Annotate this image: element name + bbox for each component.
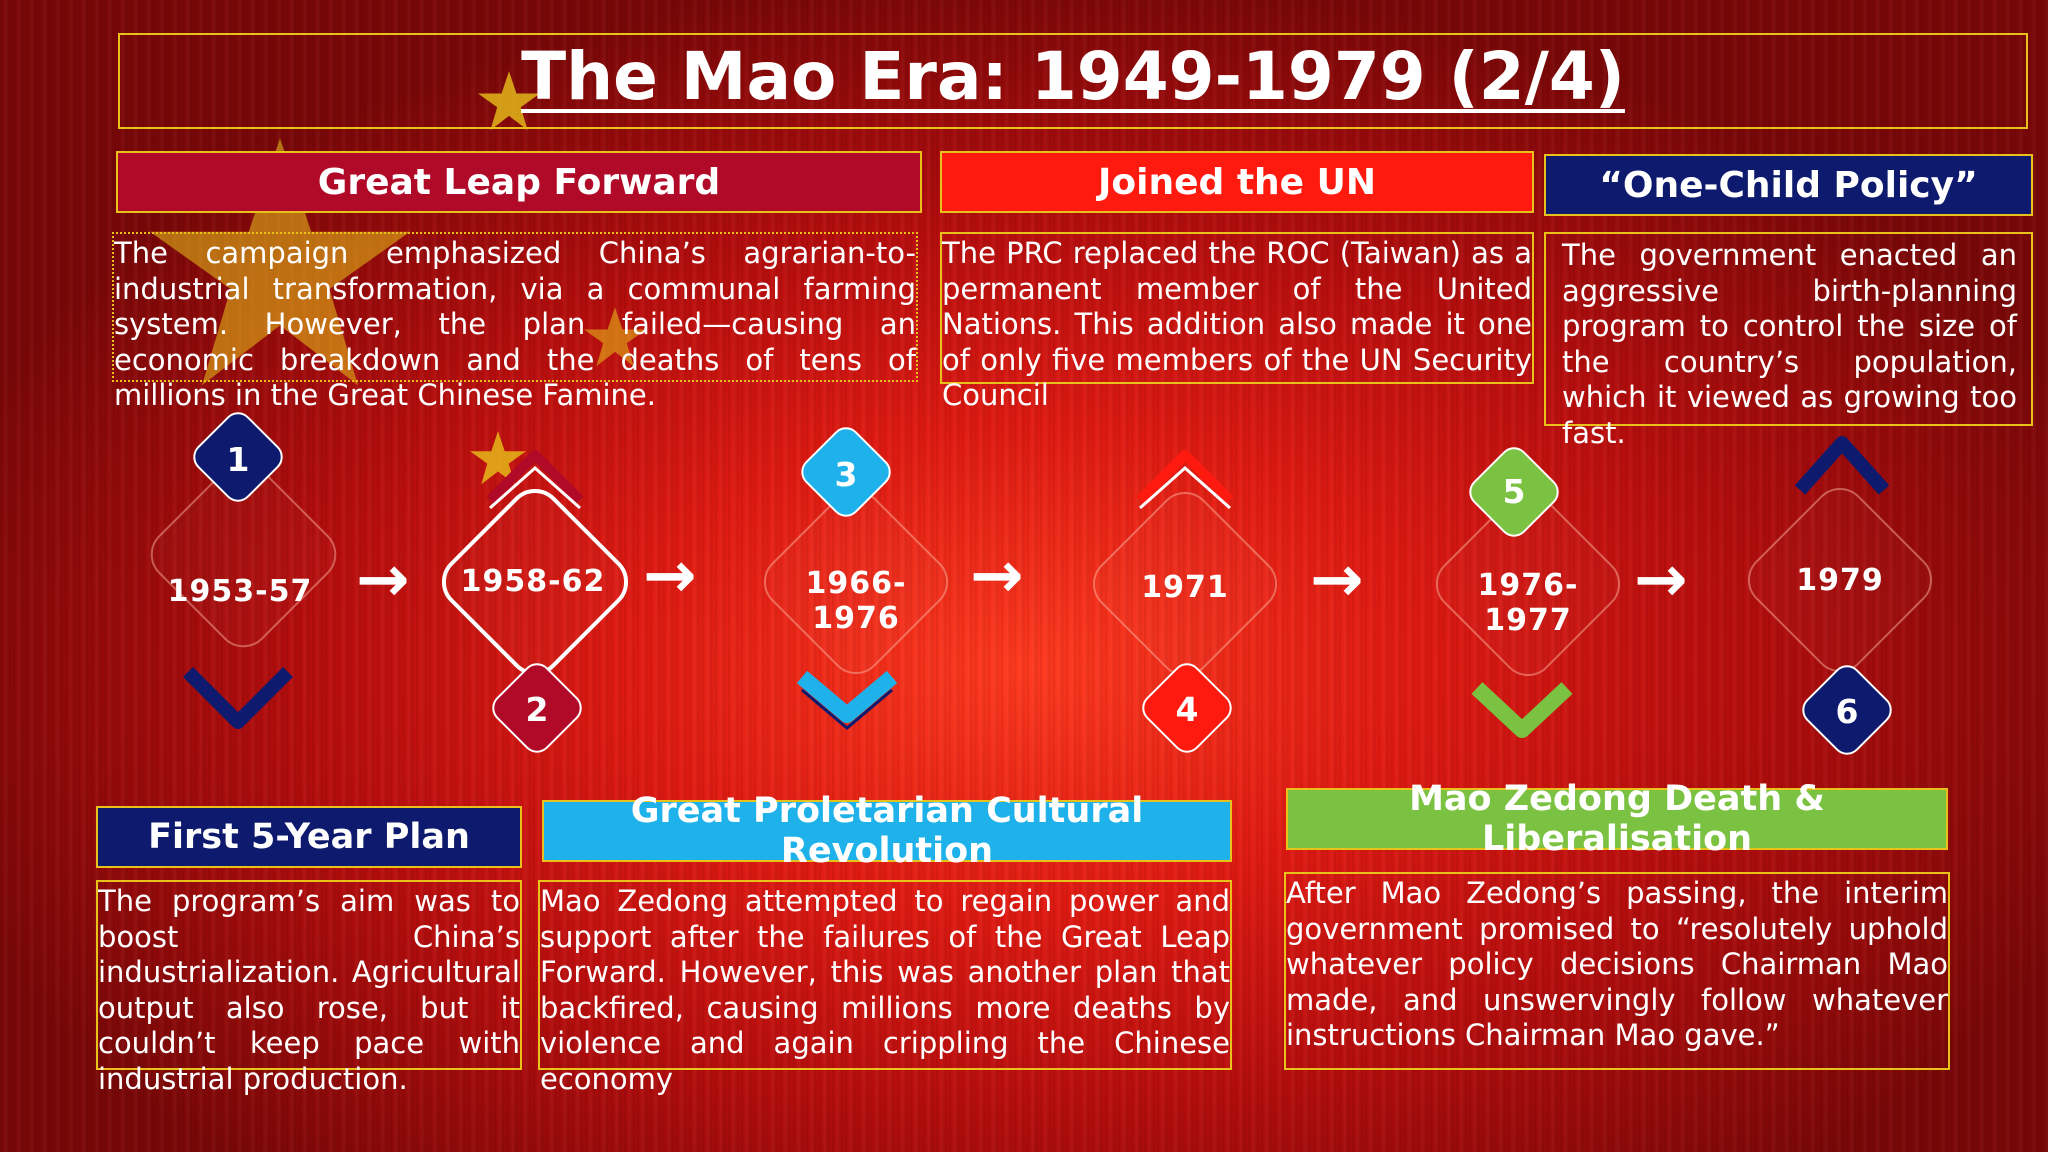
year-label-2: 1958-62: [460, 564, 606, 599]
badge-number-1: 1: [226, 440, 250, 479]
heading-great-leap-forward: Great Leap Forward: [116, 151, 922, 213]
arrow-right-icon: →: [1634, 543, 1688, 617]
badge-number-4: 4: [1175, 690, 1199, 729]
timeline-node-5: [1435, 447, 1621, 738]
heading-cultural-revolution: Great Proletarian Cultural Revolution: [542, 791, 1232, 871]
heading-first-5-year-plan: First 5-Year Plan: [96, 806, 522, 868]
timeline-node-2: [441, 450, 629, 753]
timeline-node-1: [150, 412, 337, 729]
year-label-5: 1976-1977: [1477, 568, 1579, 638]
arrow-right-icon: →: [356, 543, 410, 617]
arrow-right-icon: →: [970, 539, 1024, 613]
heading-joined-un: Joined the UN: [940, 151, 1534, 213]
text-great-leap-forward: The campaign emphasized China’s agrarian…: [112, 232, 918, 412]
badge-number-2: 2: [525, 690, 549, 729]
text-cultural-revolution: Mao Zedong attempted to regain power and…: [538, 880, 1232, 1096]
flag-small-star-icon: [470, 430, 526, 486]
page-title: The Mao Era: 1949-1979 (2/4): [521, 38, 1625, 115]
year-label-1: 1953-57: [167, 574, 313, 609]
heading-one-child-policy: “One-Child Policy”: [1544, 154, 2033, 216]
arrow-right-icon: →: [643, 539, 697, 613]
year-label-3: 1966-1976: [805, 566, 907, 636]
flag-large-star-icon: [150, 118, 410, 408]
timeline-node-6: [1747, 436, 1933, 755]
title-frame: [118, 33, 2028, 129]
flag-small-star-icon: [478, 70, 540, 132]
year-label-6: 1979: [1796, 563, 1884, 598]
flag-small-star-icon: [584, 306, 646, 368]
heading-mao-death-liberalisation: Mao Zedong Death & Liberalisation: [1286, 779, 1948, 859]
text-one-child-policy: The government enacted an aggressive bir…: [1544, 232, 2033, 450]
text-mao-death-liberalisation: After Mao Zedong’s passing, the interim …: [1284, 872, 1950, 1070]
timeline-node-4: [1092, 450, 1278, 753]
timeline-node-3: [763, 427, 949, 730]
text-joined-un: The PRC replaced the ROC (Taiwan) as a p…: [940, 232, 1534, 412]
badge-number-5: 5: [1502, 472, 1526, 511]
badge-number-6: 6: [1835, 692, 1859, 731]
arrow-right-icon: →: [1310, 543, 1364, 617]
text-first-5-year-plan: The program’s aim was to boost China’s i…: [96, 880, 522, 1096]
badge-number-3: 3: [834, 455, 858, 494]
year-label-4: 1971: [1141, 570, 1229, 605]
